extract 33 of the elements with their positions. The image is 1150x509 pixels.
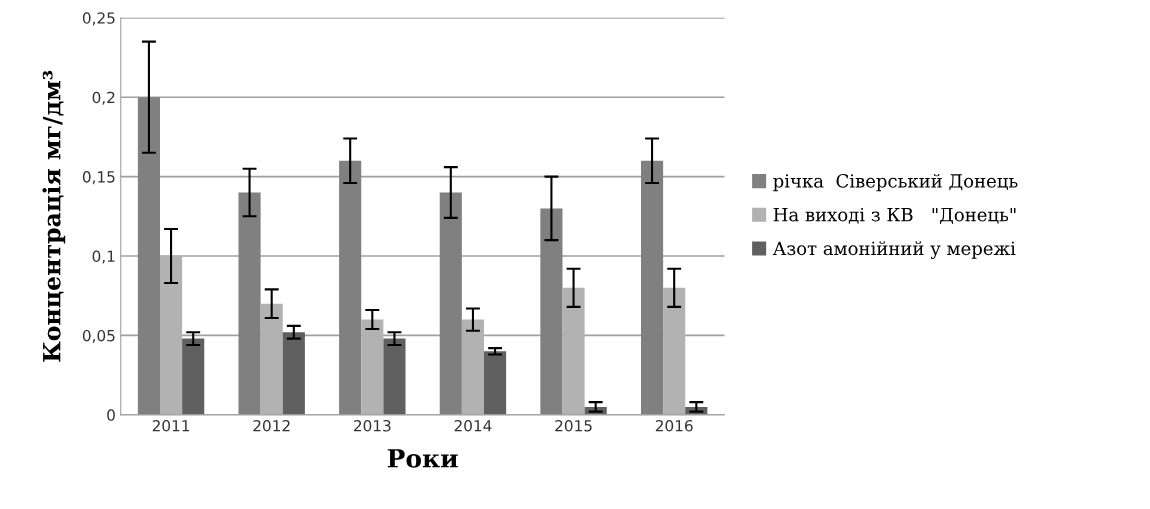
bar (484, 351, 507, 415)
bar (562, 287, 585, 415)
y-tick-label: 0 (107, 409, 115, 421)
y-tick-label: 0,1 (92, 250, 115, 264)
y-tick-label: 0,25 (82, 12, 115, 26)
bar (339, 160, 362, 415)
y-axis-title: Концентрація мг/дм³ (42, 70, 66, 362)
x-tick-label: 2014 (454, 419, 492, 432)
bar (540, 208, 563, 415)
bar (260, 303, 283, 415)
y-tick-label: 0,05 (82, 329, 115, 344)
x-tick-label: 2016 (655, 419, 693, 432)
bar (640, 160, 664, 415)
x-tick-label: 2011 (152, 419, 190, 432)
x-axis-title: Роки (387, 449, 458, 468)
x-tick-label: 2015 (555, 419, 592, 432)
bar (282, 332, 305, 415)
legend-label: На виході з КВ "Донець" (773, 207, 1016, 225)
legend-label: Азот амонійний у мережі (772, 241, 1016, 259)
bar (663, 287, 686, 415)
bar (439, 192, 462, 415)
bar (361, 319, 384, 415)
x-tick-label: 2012 (253, 419, 290, 432)
bar (383, 338, 406, 415)
bar (461, 319, 485, 415)
y-tick-label: 0,2 (92, 91, 115, 105)
legend-label: річка Сіверський Донець (773, 173, 1018, 192)
bar (137, 97, 160, 415)
x-tick-label: 2013 (353, 419, 391, 432)
bar (238, 192, 261, 415)
bar (182, 338, 205, 415)
bar (159, 256, 183, 415)
y-tick-label: 0,15 (82, 171, 115, 185)
